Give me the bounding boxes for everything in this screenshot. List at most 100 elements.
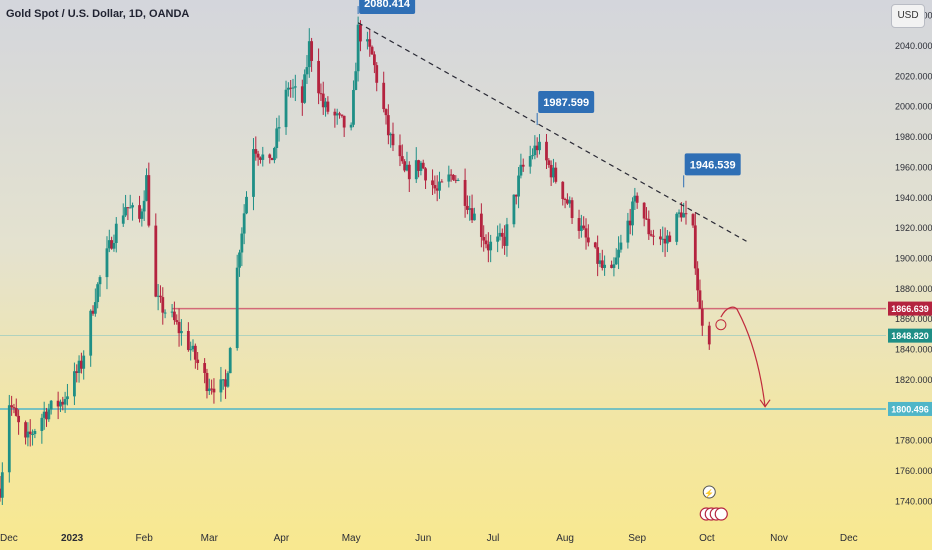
candle (684, 213, 688, 215)
candle (33, 430, 37, 435)
x-tick-label: Jul (487, 533, 500, 544)
candle (440, 181, 444, 183)
candle (647, 218, 651, 235)
current-price-tag-box (888, 328, 932, 343)
candle (66, 396, 69, 400)
candle (584, 228, 588, 238)
candle (212, 388, 216, 393)
candle (466, 205, 469, 210)
candle (433, 185, 437, 189)
candle (538, 141, 541, 151)
candle (307, 41, 311, 68)
candle (405, 164, 409, 171)
candle (61, 401, 65, 405)
candle (317, 60, 320, 94)
candle (93, 302, 97, 314)
candle (679, 212, 683, 218)
candle (26, 431, 30, 438)
y-tick-label: 1860.000 (895, 314, 932, 324)
candle (554, 167, 558, 182)
candle (586, 237, 590, 243)
candle (368, 39, 372, 47)
candle (28, 431, 32, 435)
candle (110, 240, 114, 249)
candle (582, 225, 586, 229)
candle (238, 252, 241, 268)
candle (356, 24, 360, 72)
candle (245, 196, 248, 214)
peak-label-box (359, 0, 416, 14)
candle (382, 82, 386, 110)
candle (593, 242, 597, 248)
candle (138, 205, 141, 219)
candle (400, 156, 404, 162)
x-tick-label: May (342, 533, 361, 544)
candle (12, 407, 16, 409)
candle (531, 155, 534, 157)
candle (600, 260, 604, 268)
candle (468, 208, 472, 210)
candle (482, 236, 486, 241)
projection-arrowhead (759, 399, 771, 408)
candle (470, 208, 474, 221)
candle (633, 195, 637, 202)
candle (126, 207, 130, 209)
candle (107, 240, 111, 249)
currency-button[interactable]: USD (891, 4, 925, 28)
candle (472, 213, 476, 221)
x-tick-label: Jun (415, 533, 431, 544)
candle (59, 401, 62, 407)
candle (321, 93, 325, 108)
candle (614, 257, 618, 265)
candle (319, 93, 323, 95)
candle (386, 115, 390, 136)
candle (635, 195, 639, 203)
candle (196, 359, 200, 364)
candle (142, 200, 146, 212)
candle (668, 235, 672, 242)
candle (42, 411, 46, 418)
candle (563, 199, 567, 201)
chart-title: Gold Spot / U.S. Dollar, 1D, OANDA (6, 8, 190, 20)
candle (105, 248, 109, 278)
candle (333, 111, 337, 116)
y-tick-label: 1820.000 (895, 375, 932, 385)
candle (349, 124, 353, 128)
y-tick-label: 1840.000 (895, 345, 932, 355)
candle (505, 224, 509, 246)
candle (484, 240, 488, 245)
touch-marker (715, 319, 727, 331)
candle (259, 157, 262, 160)
lightning-glyph: ⚡ (704, 488, 714, 498)
candle (56, 400, 60, 407)
candle (17, 415, 21, 423)
y-tick-label: 1760.000 (895, 466, 932, 476)
candle (424, 168, 427, 181)
candle (235, 267, 239, 349)
candle (75, 371, 79, 373)
candle (354, 71, 358, 90)
candle (256, 153, 260, 158)
candle (205, 372, 209, 392)
candle (31, 434, 34, 436)
candle (254, 149, 258, 154)
candle (693, 225, 697, 269)
candle (642, 202, 646, 219)
candle (186, 330, 190, 350)
candle (419, 162, 423, 171)
candle (479, 213, 483, 237)
candle (612, 264, 616, 268)
candle (403, 161, 407, 171)
candle (675, 213, 679, 242)
candle (252, 149, 255, 197)
candle (528, 156, 532, 167)
trendline (357, 22, 747, 242)
candle (156, 295, 160, 297)
candle (324, 101, 327, 108)
candle (210, 388, 214, 390)
y-tick-label: 1880.000 (895, 284, 932, 294)
candle (682, 213, 686, 218)
candle (228, 348, 232, 374)
candle (500, 232, 504, 237)
